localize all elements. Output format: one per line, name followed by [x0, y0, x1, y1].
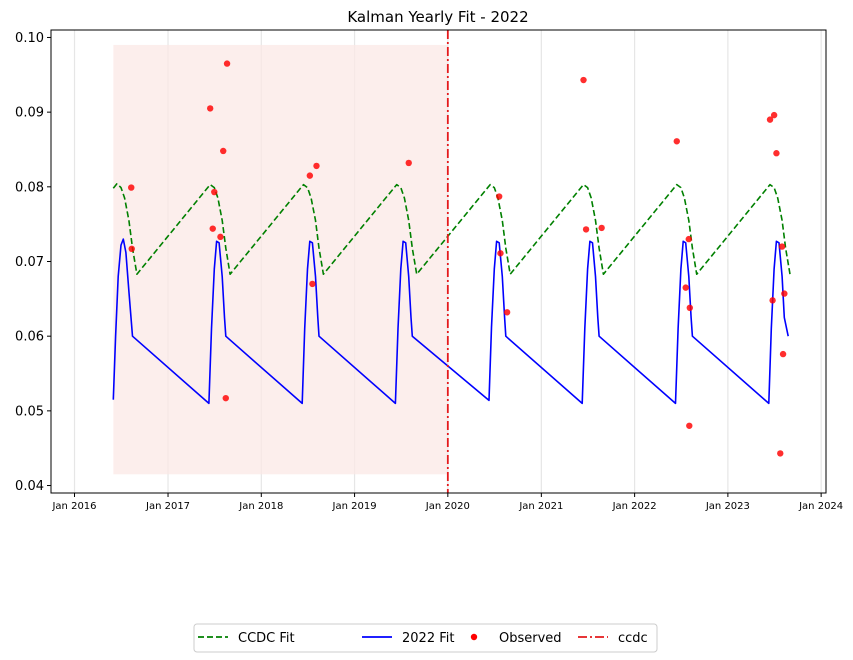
- shaded-region: [113, 44, 448, 475]
- observed-point-25: [769, 297, 776, 304]
- y-tick-label-2: 0.06: [15, 330, 44, 345]
- y-tick-label-4: 0.08: [15, 180, 44, 195]
- observed-point-16: [580, 76, 587, 84]
- observed-point-3: [209, 225, 216, 232]
- x-tick-label-7: Jan 2023: [705, 501, 750, 512]
- observed-point-17: [582, 226, 590, 233]
- observed-point-2: [206, 105, 214, 112]
- observed-point-30: [779, 350, 787, 358]
- observed-point-10: [309, 280, 316, 288]
- y-tick-label-0: 0.04: [15, 479, 44, 494]
- observed-point-19: [673, 138, 680, 145]
- y-tick-label-1: 0.05: [15, 404, 44, 419]
- x-tick-label-4: Jan 2020: [425, 501, 470, 512]
- x-tick-label-5: Jan 2021: [518, 501, 563, 512]
- observed-point-12: [405, 159, 412, 167]
- series-line-2022-fit: [112, 238, 789, 405]
- x-tick-label-3: Jan 2019: [332, 501, 377, 512]
- observed-point-14: [497, 250, 504, 257]
- observed-point-28: [777, 450, 784, 457]
- observed-point-7: [222, 394, 229, 402]
- series-line-ccdc-fit: [112, 183, 791, 275]
- observed-point-0: [128, 184, 135, 191]
- legend-label-ccdc: ccdc: [618, 631, 648, 646]
- observed-point-27: [773, 150, 780, 157]
- observed-point-4: [211, 188, 218, 196]
- observed-point-8: [223, 60, 231, 67]
- x-tick-label-1: Jan 2017: [145, 501, 190, 512]
- observed-point-13: [495, 193, 503, 200]
- observed-point-24: [766, 116, 774, 123]
- x-axis: Jan 2016 Jan 2017 Jan 2018 Jan 2019 Jan 2020…: [51, 493, 843, 512]
- legend-swatch-observed: [470, 633, 478, 641]
- observed-point-6: [220, 147, 227, 155]
- chart-title: Kalman Yearly Fit - 2022: [347, 8, 528, 26]
- series-lines: [112, 183, 791, 405]
- legend-label-ccdc-fit: CCDC Fit: [238, 631, 295, 646]
- legend-label-observed: Observed: [499, 631, 562, 646]
- observed-point-5: [217, 233, 224, 241]
- y-axis: 0.04 0.05 0.06 0.07 0.08 0.09 0.10: [15, 31, 51, 494]
- x-tick-label-0: Jan 2016: [51, 501, 96, 512]
- x-tick-label-6: Jan 2022: [612, 501, 657, 512]
- legend: CCDC Fit 2022 Fit Observed ccdc: [193, 623, 658, 653]
- shaded-region-rect: [113, 44, 448, 475]
- observed-point-23: [686, 304, 694, 311]
- observed-point-31: [781, 290, 788, 297]
- x-tick-label-8: Jan 2024: [798, 501, 843, 512]
- observed-point-15: [503, 309, 511, 316]
- x-tick-label-2: Jan 2018: [238, 501, 283, 512]
- y-tick-label-5: 0.09: [15, 106, 44, 121]
- observed-point-1: [128, 245, 135, 253]
- legend-label-2022-fit: 2022 Fit: [402, 631, 454, 646]
- legend-box: [193, 623, 658, 653]
- observed-point-9: [306, 172, 314, 179]
- y-tick-label-6: 0.10: [15, 31, 44, 46]
- y-tick-label-3: 0.07: [15, 255, 44, 270]
- observed-point-20: [682, 284, 689, 291]
- observed-point-11: [313, 162, 320, 170]
- observed-point-18: [598, 224, 605, 232]
- observed-point-22: [686, 422, 693, 429]
- observed-points: [128, 60, 788, 457]
- observed-point-29: [778, 243, 786, 250]
- observed-point-21: [685, 235, 692, 243]
- observed-point-26: [770, 111, 778, 119]
